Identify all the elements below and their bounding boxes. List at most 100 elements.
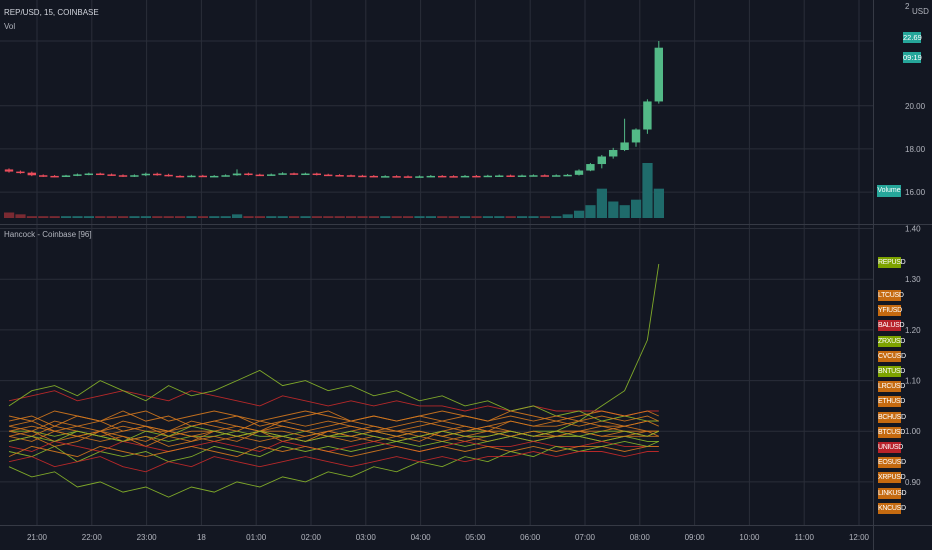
candle-body[interactable] <box>175 175 185 178</box>
candle-body[interactable] <box>84 173 93 176</box>
candle-body[interactable] <box>4 169 14 172</box>
candle-body[interactable] <box>597 156 606 165</box>
candle-body[interactable] <box>381 176 390 178</box>
indicator-line-kncusd[interactable] <box>8 440 659 498</box>
candle-body[interactable] <box>472 175 481 178</box>
price-tick-label: 20.00 <box>905 102 926 111</box>
volume-bar <box>357 216 368 218</box>
symbol-tag-balusd: BALUSD <box>878 320 905 332</box>
candle-body[interactable] <box>232 173 242 176</box>
candle-body[interactable] <box>130 175 139 177</box>
volume-bar <box>300 216 311 218</box>
indicator-line-lrcusd[interactable] <box>8 430 659 447</box>
indicator-line-uniusd[interactable] <box>8 440 659 452</box>
candle-body[interactable] <box>517 175 527 177</box>
candle-body[interactable] <box>358 175 367 178</box>
candle-body[interactable] <box>369 175 378 178</box>
volume-bar <box>175 216 186 218</box>
candle-body[interactable] <box>631 129 641 143</box>
candle-body[interactable] <box>107 174 116 176</box>
candle-body[interactable] <box>255 174 264 177</box>
candle-body[interactable] <box>16 171 25 174</box>
candle-body[interactable] <box>50 175 59 178</box>
indicator-tick-label: 1.30 <box>905 275 921 284</box>
candle-body[interactable] <box>438 175 447 178</box>
candle-body[interactable] <box>221 175 230 177</box>
candle-body[interactable] <box>198 175 207 178</box>
candle-body[interactable] <box>346 175 356 177</box>
candle-body[interactable] <box>153 173 162 176</box>
indicator-line-eosusd[interactable] <box>8 410 659 422</box>
candle-body[interactable] <box>620 142 629 151</box>
volume-bar <box>505 216 516 218</box>
candle-body[interactable] <box>426 175 435 178</box>
candle-body[interactable] <box>118 175 128 177</box>
symbol-tag-eosusd: EOSUSD <box>878 457 906 469</box>
candle-body[interactable] <box>540 175 549 177</box>
volume-bar <box>653 188 664 218</box>
volume-bar <box>4 212 15 218</box>
candle-body[interactable] <box>73 174 82 176</box>
candle-body[interactable] <box>267 174 276 176</box>
time-tick-label: 12:00 <box>849 533 870 542</box>
indicator-line-balusd[interactable] <box>8 390 659 417</box>
symbol-title[interactable]: REP/USD, 15, COINBASE <box>4 8 99 17</box>
price-axis-top-tick: 2 <box>905 2 910 11</box>
volume-bar <box>72 216 83 218</box>
indicator-line-btcusd[interactable] <box>8 425 659 437</box>
indicator-line-dntusd[interactable] <box>8 451 659 473</box>
volume-legend[interactable]: Vol <box>4 22 16 31</box>
candle-body[interactable] <box>586 164 595 171</box>
candle-body[interactable] <box>403 176 413 178</box>
candle-body[interactable] <box>289 173 299 175</box>
time-tick-label: 07:00 <box>575 533 596 542</box>
candle-body[interactable] <box>609 150 618 157</box>
indicator-legend[interactable]: Hancock - Coinbase [96] <box>4 230 92 239</box>
candle-body[interactable] <box>574 170 584 175</box>
indicator-line-linkusd[interactable] <box>8 420 659 432</box>
indicator-line-oxtusd[interactable] <box>8 425 659 442</box>
candle-body[interactable] <box>96 173 105 176</box>
volume-bar <box>596 188 607 218</box>
candle-body[interactable] <box>301 173 310 176</box>
time-tick-label: 10:00 <box>739 533 760 542</box>
candle-body[interactable] <box>61 175 71 177</box>
candle-body[interactable] <box>483 175 492 178</box>
indicator-line-xrpusd[interactable] <box>8 445 659 458</box>
volume-bar <box>551 216 562 218</box>
candle-body[interactable] <box>495 175 504 177</box>
candle-body[interactable] <box>187 175 196 178</box>
candle-body[interactable] <box>210 175 219 178</box>
candle-body[interactable] <box>164 174 173 177</box>
candle-body[interactable] <box>643 101 652 130</box>
candle-body[interactable] <box>506 175 515 177</box>
candle-body[interactable] <box>529 175 538 177</box>
indicator-line-zrxusd[interactable] <box>8 369 659 422</box>
candle-body[interactable] <box>39 175 48 177</box>
candle-body[interactable] <box>141 173 150 176</box>
candle-body[interactable] <box>415 176 424 178</box>
candle-body[interactable] <box>324 174 333 177</box>
price-axis-unit[interactable]: USD <box>912 7 929 16</box>
candle-body[interactable] <box>244 173 253 176</box>
candle-body[interactable] <box>449 176 458 178</box>
price-candles[interactable] <box>4 41 663 178</box>
indicator-line-yfiusd[interactable] <box>8 430 659 447</box>
candle-body[interactable] <box>392 176 401 178</box>
candle-body[interactable] <box>278 173 287 175</box>
volume-bar <box>38 216 49 218</box>
volume-bar <box>482 216 493 218</box>
candle-body[interactable] <box>27 172 36 176</box>
candle-body[interactable] <box>312 173 321 176</box>
candle-body[interactable] <box>552 175 561 177</box>
symbol-tag-ltcusd: LTCUSD <box>878 290 904 301</box>
candle-body[interactable] <box>335 175 344 177</box>
symbol-tag-kncusd: KNCUSD <box>878 502 906 514</box>
candle-body[interactable] <box>460 175 470 178</box>
candle-body[interactable] <box>654 47 663 102</box>
candle-body[interactable] <box>563 174 572 177</box>
indicator-line-cvcusd[interactable] <box>8 410 659 427</box>
volume-bar <box>437 216 448 218</box>
indicator-lines[interactable] <box>8 263 660 498</box>
